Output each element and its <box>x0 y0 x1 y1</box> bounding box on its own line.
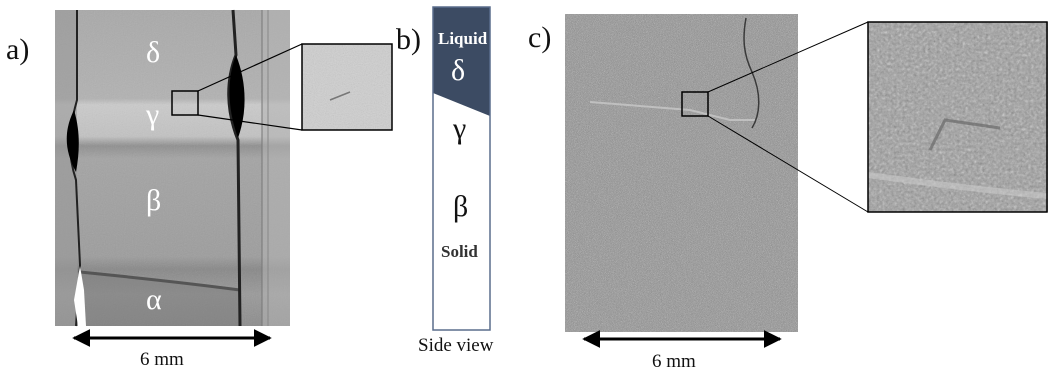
panel-a-image <box>55 9 303 327</box>
panel-a-zoom-inset <box>301 43 393 131</box>
panel-c-scale-label: 6 mm <box>652 351 696 372</box>
phase-gamma-label: γ <box>146 98 160 131</box>
schematic-gamma-label: γ <box>453 112 467 145</box>
panel-c-image <box>565 14 869 332</box>
panel-b-schematic <box>432 6 491 331</box>
schematic-delta-label: δ <box>451 54 466 87</box>
panel-c-zoom-inset <box>867 21 1048 213</box>
solid-label: Solid <box>441 242 478 261</box>
panel-a-scale-label: 6 mm <box>140 349 184 370</box>
panel-b-label: b) <box>396 23 421 56</box>
phase-alpha-label: α <box>146 283 162 316</box>
liquid-label: Liquid <box>438 29 488 48</box>
phase-beta-label: β <box>146 184 162 217</box>
schematic-beta-label: β <box>453 190 469 223</box>
side-view-caption: Side view <box>418 335 494 356</box>
panel-a-label: a) <box>6 33 30 66</box>
phase-delta-label: δ <box>146 36 161 69</box>
panel-c-label: c) <box>528 21 552 54</box>
